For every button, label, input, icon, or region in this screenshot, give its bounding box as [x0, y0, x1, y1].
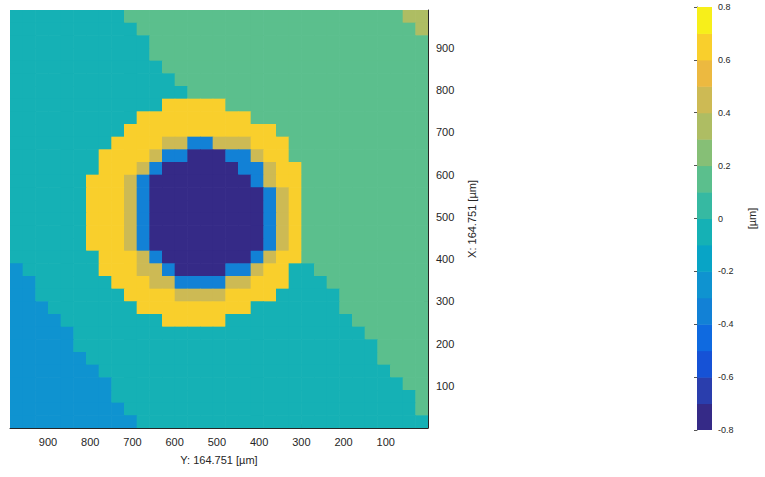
- svg-text:500: 500: [436, 211, 454, 223]
- svg-text:0: 0: [718, 214, 723, 224]
- svg-text:100: 100: [436, 380, 454, 392]
- svg-text:0.8: 0.8: [718, 2, 731, 12]
- svg-text:200: 200: [436, 338, 454, 350]
- svg-text:-0.2: -0.2: [718, 266, 734, 276]
- svg-text:300: 300: [436, 295, 454, 307]
- svg-text:900: 900: [436, 42, 454, 54]
- svg-text:700: 700: [436, 126, 454, 138]
- svg-text:[µm]: [µm]: [746, 208, 758, 230]
- svg-text:0.6: 0.6: [718, 55, 731, 65]
- svg-text:-0.8: -0.8: [718, 425, 734, 435]
- svg-text:400: 400: [436, 253, 454, 265]
- svg-text:0.4: 0.4: [718, 108, 731, 118]
- svg-text:-0.6: -0.6: [718, 372, 734, 382]
- svg-text:Y: 164.751 [µm]: Y: 164.751 [µm]: [180, 454, 257, 466]
- svg-text:800: 800: [436, 84, 454, 96]
- svg-text:400: 400: [250, 436, 268, 448]
- svg-text:500: 500: [208, 436, 226, 448]
- svg-text:700: 700: [123, 436, 141, 448]
- svg-text:200: 200: [334, 436, 352, 448]
- svg-text:300: 300: [292, 436, 310, 448]
- svg-text:600: 600: [165, 436, 183, 448]
- svg-text:900: 900: [39, 436, 57, 448]
- svg-text:-0.4: -0.4: [718, 319, 734, 329]
- svg-text:0.2: 0.2: [718, 161, 731, 171]
- svg-text:600: 600: [436, 169, 454, 181]
- svg-text:X: 164.751 [µm]: X: 164.751 [µm]: [466, 180, 478, 258]
- svg-text:100: 100: [377, 436, 395, 448]
- svg-text:800: 800: [81, 436, 99, 448]
